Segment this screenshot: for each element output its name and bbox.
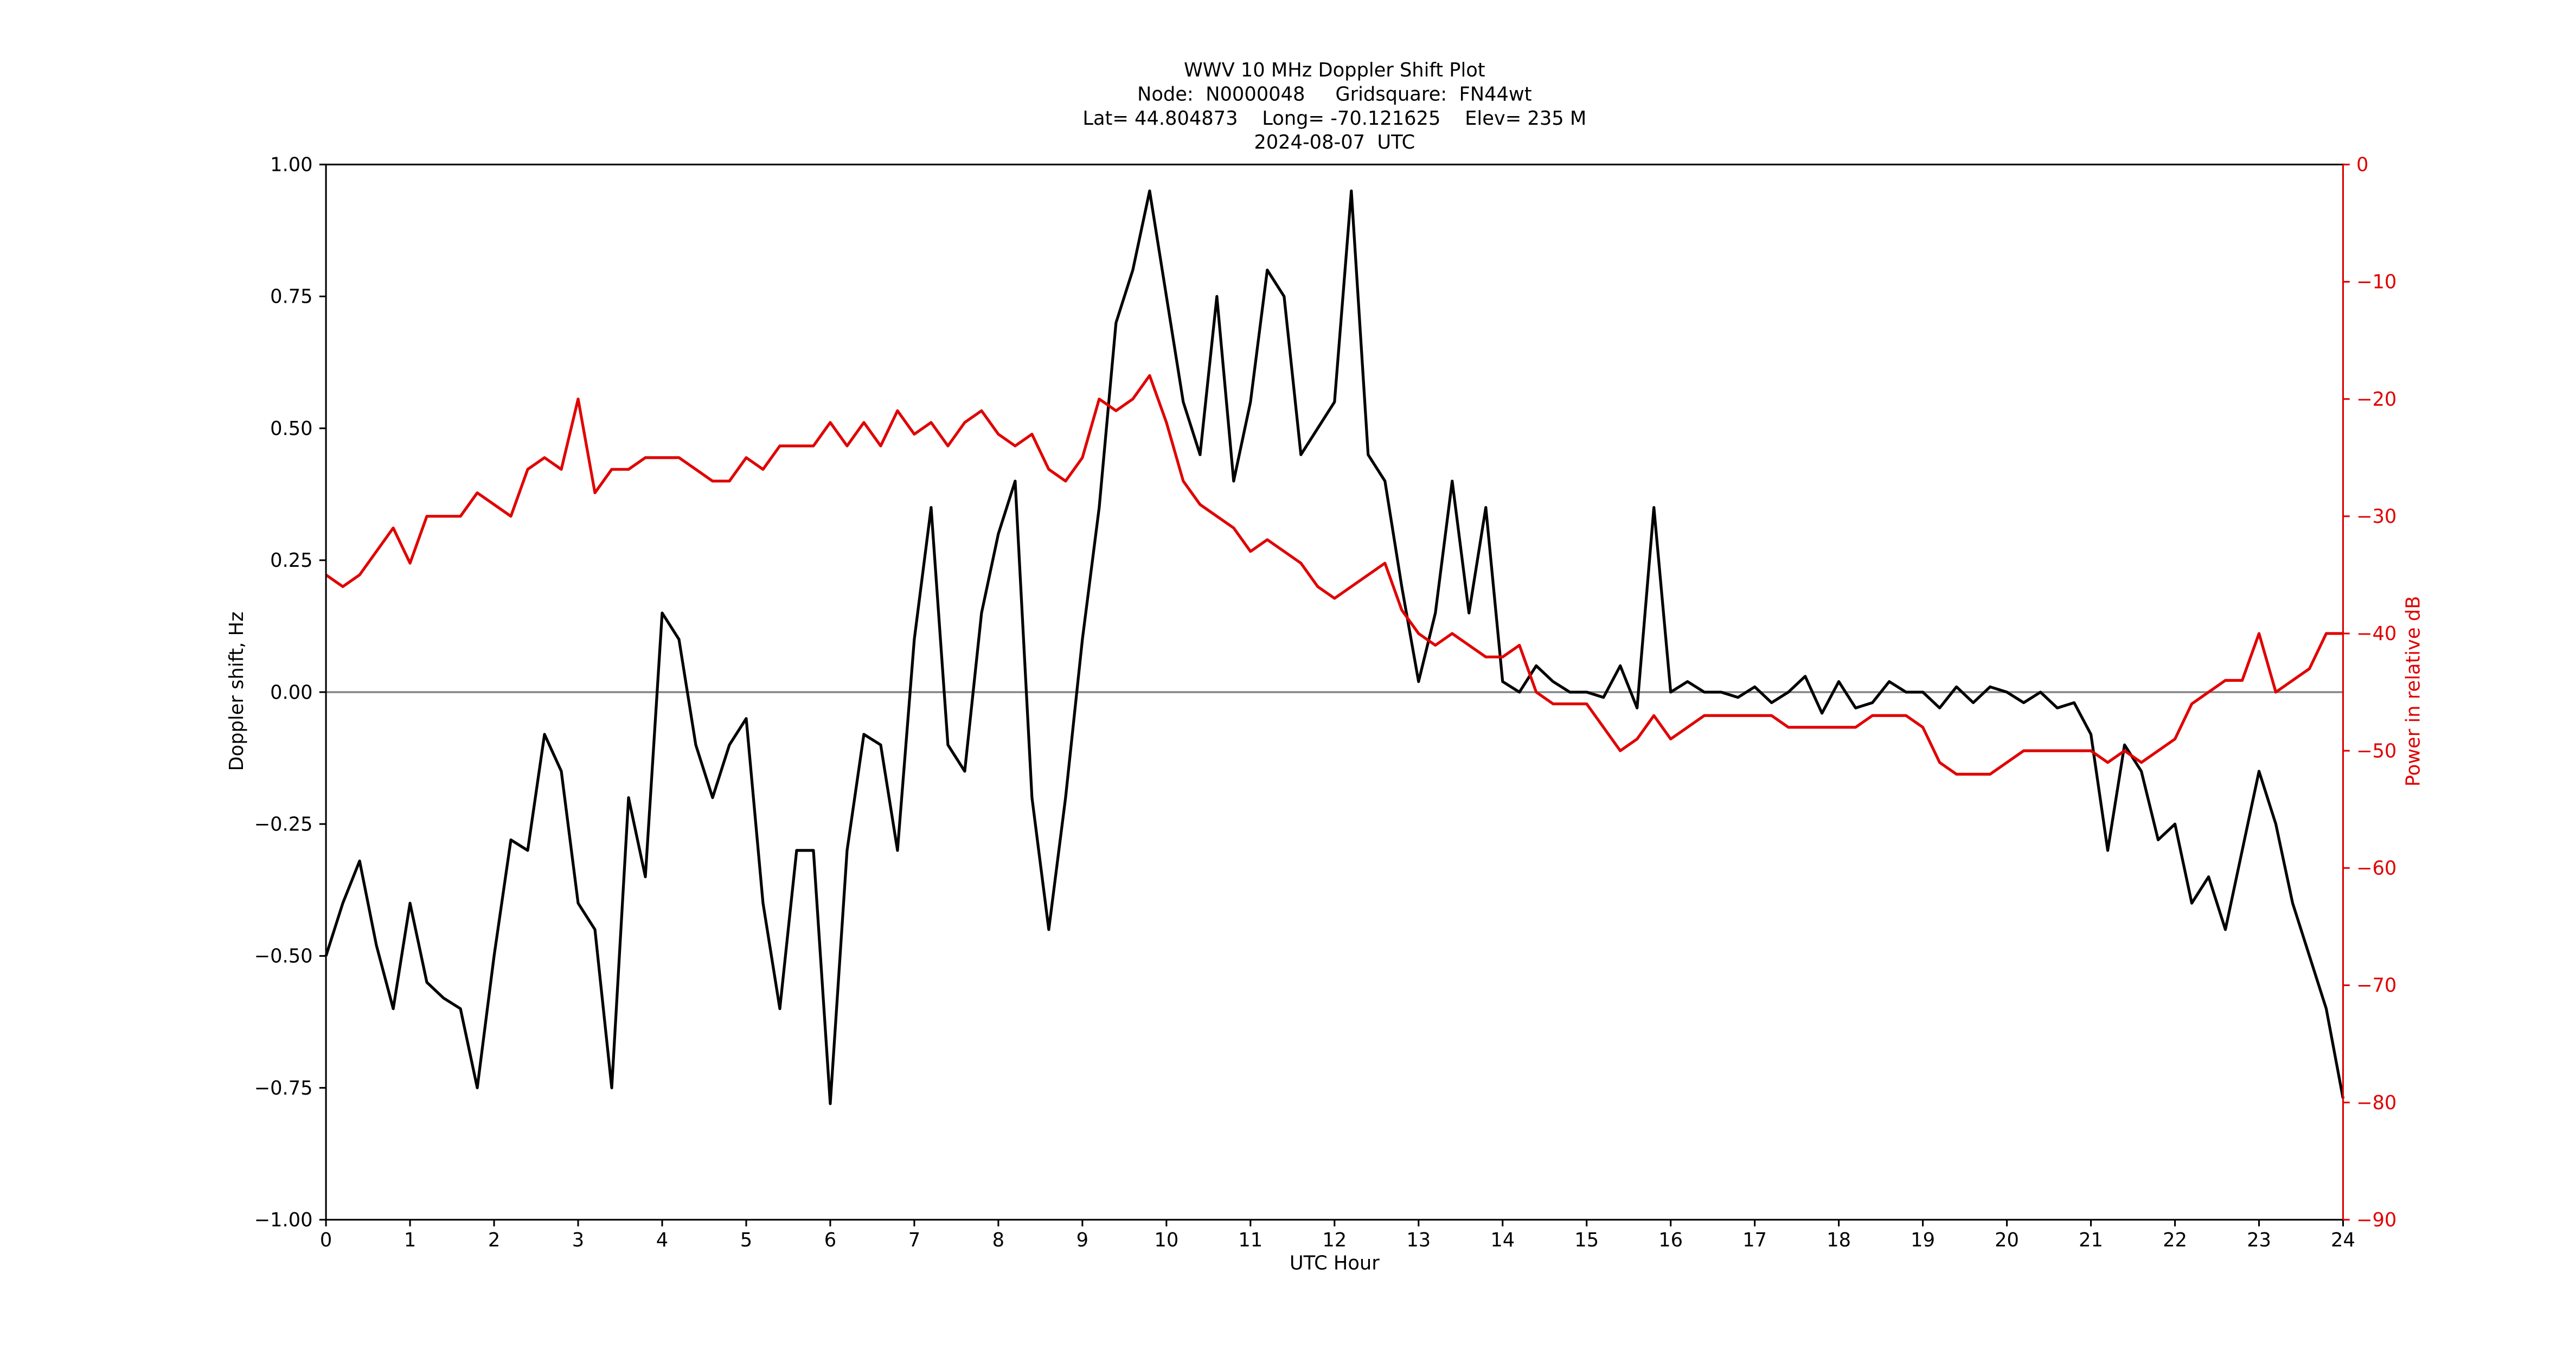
y-tick-label: 0.75 xyxy=(270,286,312,308)
x-axis-label: UTC Hour xyxy=(1290,1252,1380,1275)
y2-tick-label: −30 xyxy=(2356,506,2396,528)
x-tick-label: 21 xyxy=(2079,1229,2103,1251)
series-line xyxy=(325,374,2343,776)
y2-tick-label: −20 xyxy=(2356,388,2396,411)
y-tick-label: −0.75 xyxy=(254,1077,313,1099)
x-tick-label: 0 xyxy=(320,1229,332,1251)
x-tick-label: 12 xyxy=(1322,1229,1347,1251)
x-tick-label: 15 xyxy=(1574,1229,1599,1251)
x-tick-label: 16 xyxy=(1658,1229,1683,1251)
x-tick-label: 23 xyxy=(2247,1229,2271,1251)
y-tick-label: 0.00 xyxy=(270,681,312,703)
y-tick-label: 0.25 xyxy=(270,549,312,572)
y-tick-label: 0.50 xyxy=(270,418,312,440)
y2-tick-label: −70 xyxy=(2356,975,2396,997)
y-tick-label: −0.25 xyxy=(254,813,313,835)
x-tick-label: 10 xyxy=(1154,1229,1178,1251)
x-tick-label: 11 xyxy=(1238,1229,1263,1251)
x-tick-label: 4 xyxy=(656,1229,668,1251)
y-axis-label: Doppler shift, Hz xyxy=(226,612,248,771)
y2-tick-label: −80 xyxy=(2356,1092,2396,1114)
y-tick-label: 1.00 xyxy=(270,154,312,176)
x-tick-label: 18 xyxy=(1827,1229,1851,1251)
x-tick-label: 8 xyxy=(992,1229,1004,1251)
x-tick-label: 3 xyxy=(572,1229,584,1251)
y2-tick-label: −90 xyxy=(2356,1209,2396,1231)
y2-tick-label: −10 xyxy=(2356,271,2396,293)
y2-tick-label: −40 xyxy=(2356,623,2396,645)
x-tick-label: 2 xyxy=(488,1229,500,1251)
y2-tick-label: −50 xyxy=(2356,740,2396,762)
x-tick-label: 6 xyxy=(824,1229,836,1251)
chart-title: WWV 10 MHz Doppler Shift Plot xyxy=(1184,59,1485,81)
x-tick-label: 17 xyxy=(1742,1229,1767,1251)
chart-title: Node: N0000048 Gridsquare: FN44wt xyxy=(1137,83,1532,105)
x-tick-label: 7 xyxy=(908,1229,920,1251)
series-line xyxy=(324,189,2345,1105)
x-tick-label: 9 xyxy=(1076,1229,1088,1251)
x-tick-label: 13 xyxy=(1406,1229,1431,1251)
x-tick-label: 1 xyxy=(404,1229,416,1251)
x-tick-label: 14 xyxy=(1490,1229,1515,1251)
chart-title: 2024-08-07 UTC xyxy=(1254,131,1415,153)
x-tick-label: 22 xyxy=(2163,1229,2187,1251)
chart-title: Lat= 44.804873 Long= -70.121625 Elev= 23… xyxy=(1082,107,1586,130)
x-tick-label: 24 xyxy=(2331,1229,2355,1251)
y-tick-label: −1.00 xyxy=(254,1209,313,1231)
y2-tick-label: 0 xyxy=(2356,154,2368,176)
x-tick-label: 19 xyxy=(1911,1229,1935,1251)
x-tick-label: 5 xyxy=(740,1229,752,1251)
y2-tick-label: −60 xyxy=(2356,858,2396,880)
y-tick-label: −0.50 xyxy=(254,945,313,968)
y2-axis-label: Power in relative dB xyxy=(2402,596,2424,787)
x-tick-label: 20 xyxy=(1995,1229,2019,1251)
